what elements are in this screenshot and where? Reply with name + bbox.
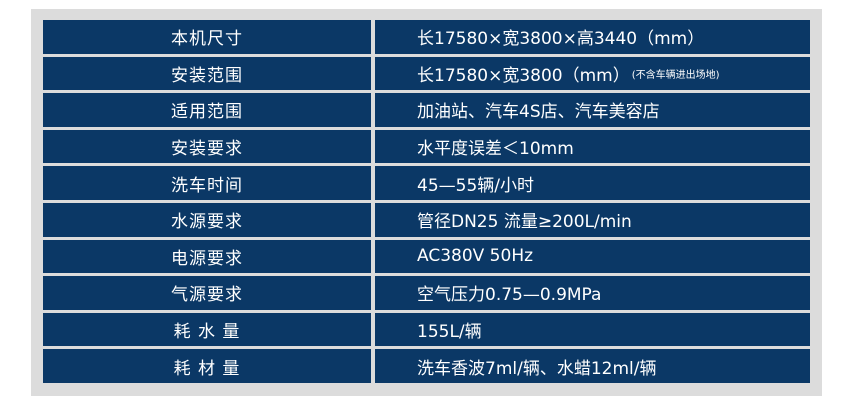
table-row: 安装范围 长17580×宽3800（mm） (不含车辆进出场地) [43,56,810,91]
spec-value: 155L/辆 [417,322,482,343]
spec-label: 电源要求 [43,239,371,274]
spec-value-cell: 加油站、汽车4S店、汽车美容店 [375,93,810,127]
spec-value: 45—55辆/小时 [417,175,534,196]
spec-value: AC380V 50Hz [417,246,534,267]
table-row: 安装要求 水平度误差＜10mm [43,129,810,164]
spec-value: 加油站、汽车4S店、汽车美容店 [417,102,660,123]
spec-value-cell: 45—55辆/小时 [375,166,810,200]
table-row: 本机尺寸 长17580×宽3800×高3440（mm） [43,20,810,54]
spec-label: 洗车时间 [43,166,371,200]
spec-value-cell: AC380V 50Hz [375,239,810,274]
table-row: 水源要求 管径DN25 流量≥200L/min [43,202,810,237]
spec-label: 本机尺寸 [43,20,371,54]
table-row: 适用范围 加油站、汽车4S店、汽车美容店 [43,93,810,127]
spec-label: 水源要求 [43,202,371,237]
spec-value: 洗车香波7ml/辆、水蜡12ml/辆 [417,358,657,379]
spec-note: (不含车辆进出场地) [631,69,720,81]
spec-label: 安装范围 [43,56,371,91]
spec-label: 安装要求 [43,129,371,164]
spec-value: 空气压力0.75—0.9MPa [417,285,602,306]
spec-value-cell: 155L/辆 [375,312,810,347]
spec-value-cell: 洗车香波7ml/辆、水蜡12ml/辆 [375,349,810,383]
spec-value: 长17580×宽3800×高3440（mm） [417,29,705,50]
table-row: 电源要求 AC380V 50Hz [43,239,810,274]
spec-value: 水平度误差＜10mm [417,139,574,160]
spec-value-cell: 管径DN25 流量≥200L/min [375,202,810,237]
spec-value-cell: 长17580×宽3800×高3440（mm） [375,20,810,54]
spec-value-cell: 空气压力0.75—0.9MPa [375,276,810,310]
table-row: 耗 水 量 155L/辆 [43,312,810,347]
spec-value: 长17580×宽3800（mm） [417,65,630,86]
spec-value: 管径DN25 流量≥200L/min [417,212,632,233]
spec-label: 耗 材 量 [43,349,371,383]
spec-label: 耗 水 量 [43,312,371,347]
table-row: 耗 材 量 洗车香波7ml/辆、水蜡12ml/辆 [43,349,810,383]
table-row: 洗车时间 45—55辆/小时 [43,166,810,200]
spec-value-cell: 水平度误差＜10mm [375,129,810,164]
spec-value-cell: 长17580×宽3800（mm） (不含车辆进出场地) [375,56,810,91]
table-row: 气源要求 空气压力0.75—0.9MPa [43,276,810,310]
spec-label: 适用范围 [43,93,371,127]
spec-table: 本机尺寸 长17580×宽3800×高3440（mm） 安装范围 长17580×宽… [43,20,810,386]
spec-label: 气源要求 [43,276,371,310]
